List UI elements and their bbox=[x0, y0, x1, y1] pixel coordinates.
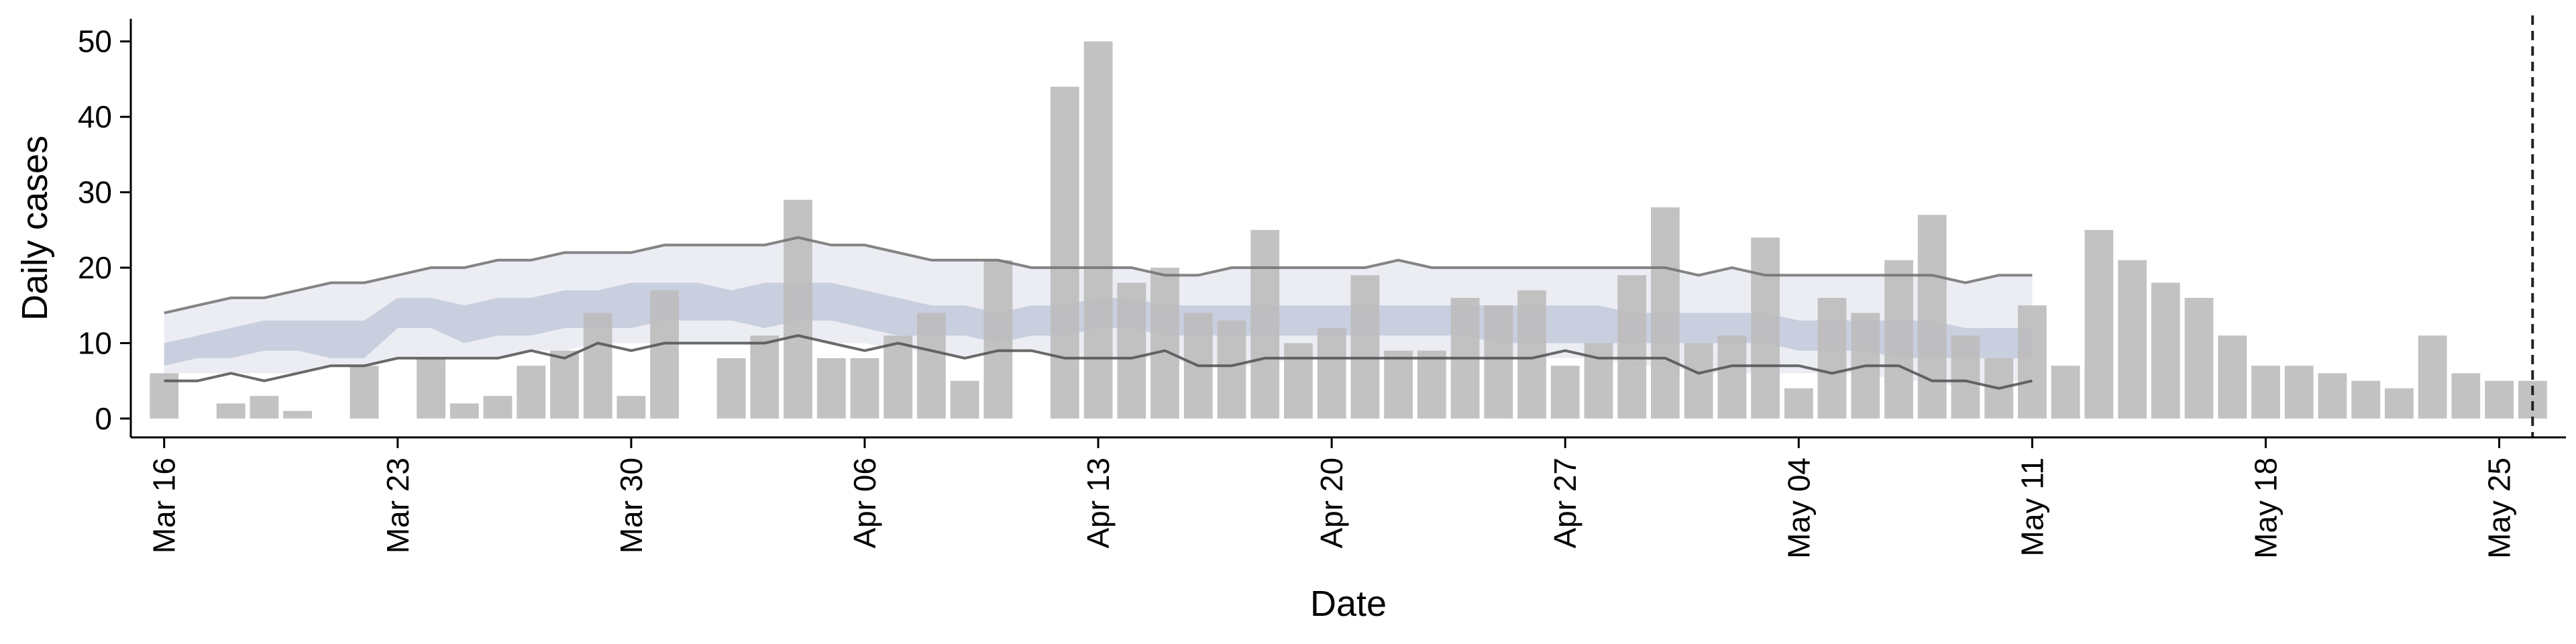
case-bar bbox=[1284, 343, 1313, 419]
case-bar bbox=[1550, 366, 1580, 419]
case-bar bbox=[1050, 87, 1079, 419]
case-bar bbox=[2418, 335, 2447, 419]
case-bar bbox=[517, 366, 546, 419]
case-bar bbox=[1917, 215, 1947, 419]
case-bar bbox=[250, 396, 279, 419]
case-bar bbox=[1150, 268, 1179, 419]
x-tick-label: Mar 16 bbox=[147, 458, 182, 553]
case-bar bbox=[1751, 237, 1780, 419]
case-bar bbox=[950, 380, 979, 419]
x-axis-label: Date bbox=[1310, 584, 1387, 624]
case-bar bbox=[2151, 282, 2180, 419]
upper-line bbox=[164, 236, 2033, 315]
daily-case-bars bbox=[150, 41, 2547, 419]
case-bar bbox=[2118, 260, 2147, 419]
y-axis-label: Daily cases bbox=[15, 136, 55, 321]
x-tick-label: Apr 27 bbox=[1548, 458, 1582, 549]
x-tick-label: Apr 06 bbox=[847, 458, 882, 549]
case-bar bbox=[650, 290, 679, 419]
case-bar bbox=[550, 350, 579, 419]
case-bar bbox=[750, 335, 780, 419]
case-bar bbox=[883, 335, 913, 419]
case-bar bbox=[1584, 343, 1613, 419]
case-bar bbox=[417, 358, 445, 419]
case-bar bbox=[2485, 380, 2514, 419]
case-bar bbox=[850, 358, 879, 419]
projection-lines bbox=[164, 236, 2033, 390]
case-bar bbox=[2084, 229, 2114, 419]
y-tick-label: 50 bbox=[78, 24, 112, 59]
case-bar bbox=[2051, 366, 2080, 419]
case-bar bbox=[1884, 260, 1913, 419]
case-bar bbox=[616, 396, 646, 419]
case-bar bbox=[1717, 335, 1747, 419]
case-bar bbox=[2251, 366, 2280, 419]
y-tick-label: 10 bbox=[78, 325, 112, 360]
case-bar bbox=[1651, 207, 1680, 419]
case-bar bbox=[2018, 305, 2047, 419]
case-bar bbox=[2218, 335, 2247, 419]
case-bar bbox=[1250, 229, 1280, 419]
y-ticks: 0 10 20 30 40 50 bbox=[78, 24, 131, 436]
case-bar bbox=[1951, 335, 1980, 419]
case-bar bbox=[2184, 298, 2214, 419]
y-tick-label: 40 bbox=[78, 99, 112, 134]
x-tick-label: May 04 bbox=[1781, 458, 1816, 559]
lower-line bbox=[164, 334, 2033, 390]
case-bar bbox=[816, 358, 846, 419]
x-tick-label: May 11 bbox=[2015, 458, 2049, 556]
case-bar bbox=[716, 358, 746, 419]
case-bar bbox=[2385, 388, 2414, 419]
case-bar bbox=[1384, 350, 1413, 419]
x-tick-label: May 25 bbox=[2482, 458, 2517, 559]
case-bar bbox=[1617, 275, 1647, 419]
x-tick-label: Apr 20 bbox=[1314, 458, 1349, 549]
case-bar bbox=[2351, 380, 2381, 419]
case-bar bbox=[1217, 320, 1246, 419]
case-bar bbox=[1484, 305, 1513, 419]
case-bar bbox=[1817, 298, 1847, 419]
axes bbox=[129, 19, 2566, 439]
y-tick-label: 20 bbox=[78, 250, 112, 285]
x-tick-label: Apr 13 bbox=[1081, 458, 1116, 549]
case-bar bbox=[283, 411, 312, 419]
case-bar bbox=[2284, 366, 2314, 419]
case-bar bbox=[1784, 388, 1813, 419]
x-ticks: Mar 16 Mar 23 Mar 30 Apr 06 Apr 13 Apr 20 Apr … bbox=[147, 437, 2517, 559]
case-bar bbox=[1350, 275, 1380, 419]
case-bar bbox=[483, 396, 513, 419]
case-bar bbox=[583, 313, 612, 419]
case-bar bbox=[1517, 290, 1546, 419]
x-tick-label: May 18 bbox=[2248, 458, 2283, 559]
x-tick-label: Mar 23 bbox=[380, 458, 415, 553]
case-bar bbox=[350, 366, 379, 419]
case-bar bbox=[2451, 373, 2481, 419]
case-bar bbox=[983, 260, 1013, 419]
case-bar bbox=[784, 199, 812, 419]
x-tick-label: Mar 30 bbox=[614, 458, 649, 553]
case-bar bbox=[1417, 350, 1446, 419]
y-tick-label: 0 bbox=[95, 401, 112, 436]
case-bar bbox=[1317, 328, 1346, 419]
case-bar bbox=[917, 313, 946, 419]
case-bar bbox=[1117, 282, 1146, 419]
case-bar bbox=[1083, 41, 1113, 419]
case-bar bbox=[449, 403, 479, 419]
case-bar bbox=[2318, 373, 2347, 419]
y-tick-label: 30 bbox=[78, 175, 112, 210]
case-bar bbox=[1684, 343, 1713, 419]
case-bar bbox=[216, 403, 246, 419]
